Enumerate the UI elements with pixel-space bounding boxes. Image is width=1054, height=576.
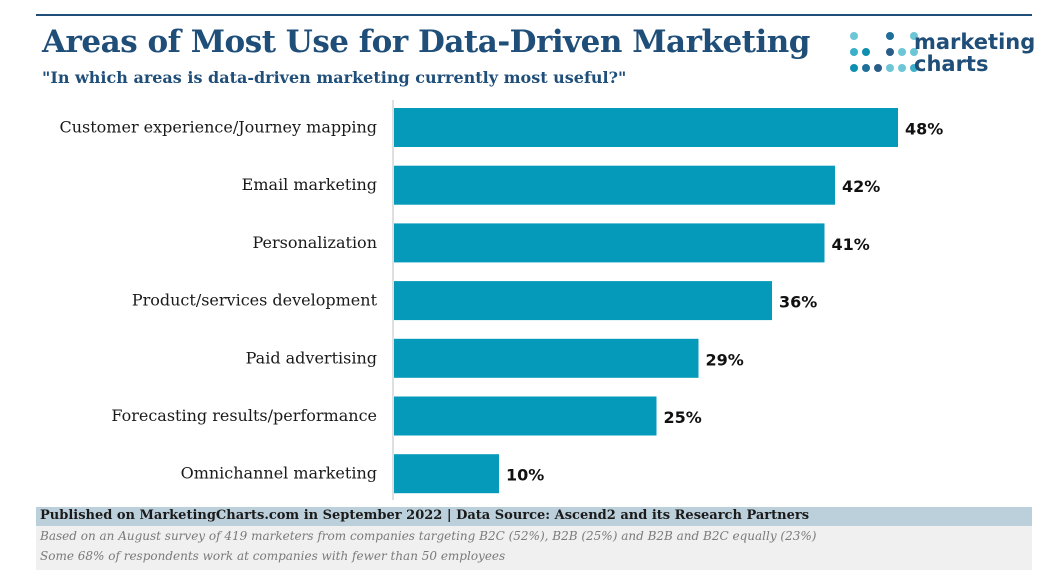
top-rule: [36, 14, 1032, 16]
logo-line-1: marketing: [914, 30, 1036, 54]
footer-source: Published on MarketingCharts.com in Sept…: [40, 508, 810, 523]
logo-dot: [886, 48, 894, 56]
chart-title: Areas of Most Use for Data-Driven Market…: [42, 24, 811, 60]
bar: [394, 396, 657, 436]
logo-dot: [898, 48, 906, 56]
chart-subtitle: "In which areas is data-driven marketing…: [42, 68, 627, 87]
bar: [394, 454, 499, 494]
value-label: 29%: [706, 350, 744, 369]
value-label: 36%: [779, 293, 817, 312]
logo-dot: [910, 48, 918, 56]
logo-dot: [850, 32, 858, 40]
logo-dot: [874, 64, 882, 72]
logo-dot: [886, 64, 894, 72]
dot-matrix-logo-icon: [846, 28, 918, 80]
logo-dot: [910, 32, 918, 40]
footer-source-bar: [36, 507, 1032, 526]
bar: [394, 281, 772, 321]
category-label: Customer experience/Journey mapping: [59, 118, 377, 137]
value-label: 25%: [664, 408, 702, 427]
bar: [394, 338, 699, 378]
bar-chart: Customer experience/Journey mapping 48% Em…: [59, 100, 943, 500]
marketingcharts-logo: marketing charts: [846, 28, 1036, 80]
value-label: 48%: [905, 120, 943, 139]
value-label: 42%: [842, 177, 880, 196]
logo-line-2: charts: [914, 52, 989, 76]
category-label: Forecasting results/performance: [111, 406, 377, 425]
logo-dot: [850, 48, 858, 56]
category-label: Product/services development: [132, 291, 378, 310]
logo-dot: [898, 64, 906, 72]
footer-note-respondents: Some 68% of respondents work at companie…: [40, 549, 506, 563]
logo-wordmark: marketing charts: [914, 31, 1035, 75]
category-label: Paid advertising: [246, 348, 377, 367]
value-label: 41%: [832, 235, 870, 254]
bar: [394, 108, 898, 147]
footer-note-survey: Based on an August survey of 419 markete…: [40, 529, 817, 543]
category-label: Email marketing: [242, 175, 377, 194]
logo-dot: [862, 64, 870, 72]
category-label: Omnichannel marketing: [181, 464, 377, 483]
bar: [394, 223, 825, 263]
category-label: Personalization: [252, 233, 377, 252]
value-label: 10%: [506, 466, 544, 485]
logo-dot: [850, 64, 858, 72]
logo-dot: [886, 32, 894, 40]
logo-dot: [862, 48, 870, 56]
bar: [394, 165, 835, 205]
footer-notes-panel: [36, 526, 1032, 570]
logo-dot: [910, 64, 918, 72]
